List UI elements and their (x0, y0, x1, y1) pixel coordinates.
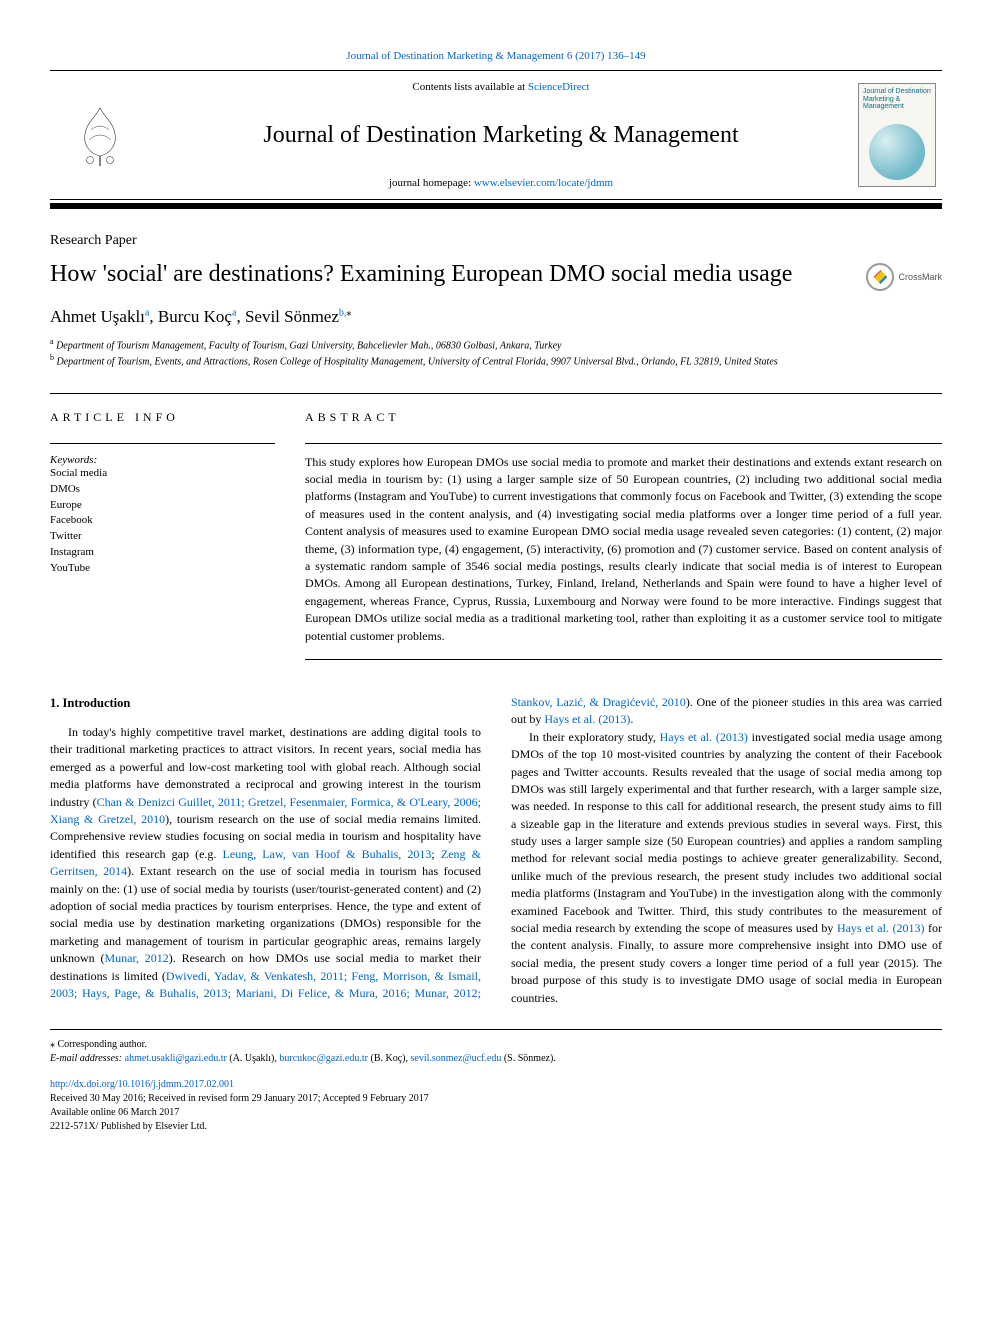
journal-name: Journal of Destination Marketing & Manag… (150, 122, 852, 149)
article-info-heading: ARTICLE INFO (50, 410, 275, 425)
elsevier-logo (50, 71, 150, 199)
journal-citation: Journal of Destination Marketing & Manag… (50, 50, 942, 62)
affiliations: a Department of Tourism Management, Facu… (50, 337, 942, 369)
keywords-list: Social media DMOs Europe Facebook Twitte… (50, 466, 275, 578)
journal-cover-thumb: Journal of Destination Marketing & Manag… (852, 71, 942, 199)
section-heading-intro: 1. Introduction (50, 694, 481, 712)
email-link[interactable]: burcukoc@gazi.edu.tr (279, 1053, 368, 1064)
crossmark-icon (866, 263, 894, 291)
article-dates: Received 30 May 2016; Received in revise… (50, 1092, 942, 1106)
affil-link-a2[interactable]: a (232, 307, 236, 318)
keywords-label: Keywords: (50, 454, 275, 466)
crossmark-badge[interactable]: CrossMark (866, 263, 942, 291)
paper-title: How 'social' are destinations? Examining… (50, 259, 854, 289)
doi-block: http://dx.doi.org/10.1016/j.jdmm.2017.02… (50, 1078, 942, 1134)
ref-link[interactable]: Hays et al. (2013) (660, 730, 748, 744)
journal-homepage-link[interactable]: www.elsevier.com/locate/jdmm (474, 177, 613, 189)
body-columns: 1. Introduction In today's highly compet… (50, 694, 942, 1007)
ref-link[interactable]: Munar, 2012 (104, 951, 168, 965)
contents-line: Contents lists available at ScienceDirec… (150, 81, 852, 93)
sciencedirect-link[interactable]: ScienceDirect (528, 81, 590, 93)
ref-link[interactable]: Hays et al. (2013) (544, 712, 630, 726)
journal-citation-link[interactable]: Journal of Destination Marketing & Manag… (346, 50, 645, 62)
homepage-line: journal homepage: www.elsevier.com/locat… (150, 177, 852, 189)
cover-title: Journal of Destination Marketing & Manag… (863, 88, 931, 111)
email-link[interactable]: ahmet.usakli@gazi.edu.tr (125, 1053, 227, 1064)
cover-globe-icon (869, 124, 925, 180)
journal-header: Contents lists available at ScienceDirec… (50, 70, 942, 200)
thick-rule (50, 203, 942, 209)
corresponding-author-note: ⁎ Corresponding author. (50, 1038, 942, 1052)
email-label: E-mail addresses: (50, 1053, 122, 1064)
affil-link-a[interactable]: a (145, 307, 149, 318)
footnotes: ⁎ Corresponding author. E-mail addresses… (50, 1029, 942, 1066)
ref-link[interactable]: Leung, Law, van Hoof & Buhalis, 2013 (223, 847, 432, 861)
available-online: Available online 06 March 2017 (50, 1106, 942, 1120)
abstract-text: This study explores how European DMOs us… (305, 443, 942, 660)
abstract-heading: ABSTRACT (305, 410, 942, 425)
authors: Ahmet Uşaklıa, Burcu Koça, Sevil Sönmezb… (50, 307, 942, 327)
issn-line: 2212-571X/ Published by Elsevier Ltd. (50, 1120, 942, 1134)
elsevier-tree-icon (65, 100, 135, 170)
crossmark-text: CrossMark (898, 272, 942, 282)
ref-link[interactable]: Hays et al. (2013) (837, 921, 925, 935)
email-link[interactable]: sevil.sonmez@ucf.edu (410, 1053, 501, 1064)
doi-link[interactable]: http://dx.doi.org/10.1016/j.jdmm.2017.02… (50, 1079, 234, 1090)
ref-link[interactable]: Stankov, Lazić, & Dragićević, 2010 (511, 695, 686, 709)
paper-type: Research Paper (50, 233, 942, 249)
